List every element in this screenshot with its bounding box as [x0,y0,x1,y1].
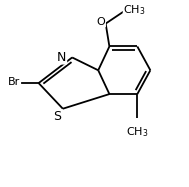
Text: Br: Br [8,77,21,87]
Text: N: N [57,51,67,64]
Text: S: S [53,111,61,123]
Text: O: O [97,17,105,27]
Text: CH$_3$: CH$_3$ [126,125,149,139]
Text: CH$_3$: CH$_3$ [123,3,146,17]
